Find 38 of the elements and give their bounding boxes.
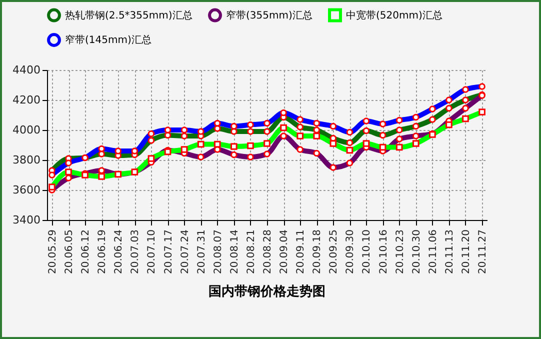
x-tick-label: 20.10.23 <box>394 230 406 274</box>
x-tick-label: 20.06.24 <box>114 230 125 274</box>
x-tick-label: 20.08.14 <box>229 230 240 274</box>
y-tick-label: 3800 <box>12 154 40 166</box>
x-tick-label: 20.06.12 <box>80 230 92 274</box>
y-tick-label: 4000 <box>12 124 40 136</box>
text: 国内带钢价格走势图 <box>208 284 326 300</box>
x-tick-label: 20.09.25 <box>328 230 340 274</box>
x-tick-label: 20.07.03 <box>130 230 142 274</box>
x-tick-label: 20.09.18 <box>312 230 324 274</box>
x-tick-label: 20.07.24 <box>180 230 191 274</box>
x-tick-label: 20.08.21 <box>246 230 257 274</box>
x-tick-label: 20.06.05 <box>64 230 76 274</box>
x-tick-label: 20.07.17 <box>163 230 174 274</box>
x-tick-label: 20.10.16 <box>378 230 390 274</box>
y-tick-label: 4400 <box>12 64 40 76</box>
x-tick-label: 20.09.11 <box>296 230 307 274</box>
x-tick-label: 20.07.10 <box>146 230 158 274</box>
x-tick-label: 20.11.27 <box>478 230 489 274</box>
y-tick-label: 3600 <box>12 184 40 196</box>
x-tick-label: 20.08.07 <box>212 230 224 274</box>
legend-label: 窄带(145mm)汇总 <box>65 34 152 46</box>
legend-label: 窄带(355mm)汇总 <box>226 9 312 22</box>
y-tick-label: 3400 <box>12 214 40 226</box>
x-tick-label: 20.07.31 <box>196 230 208 274</box>
x-tick-label: 20.06.19 <box>97 230 108 274</box>
y-tick-label: 4200 <box>12 94 40 106</box>
x-tick-label: 20.10.30 <box>411 230 422 274</box>
x-tick-label: 20.10.10 <box>362 230 373 274</box>
legend-label: 中宽带(520mm)汇总 <box>346 9 442 22</box>
x-tick-label: 20.05.29 <box>47 230 58 274</box>
x-tick-label: 20.08.28 <box>262 230 274 274</box>
x-tick-label: 20.09.04 <box>279 230 290 274</box>
x-tick-label: 20.09.30 <box>345 230 356 274</box>
x-tick-label: 20.11.06 <box>428 230 439 274</box>
legend-label: 热轧带钢(2.5*355mm)汇总 <box>65 9 192 22</box>
x-tick-label: 20.11.13 <box>444 230 456 274</box>
x-tick-label: 20.11.20 <box>460 230 472 274</box>
